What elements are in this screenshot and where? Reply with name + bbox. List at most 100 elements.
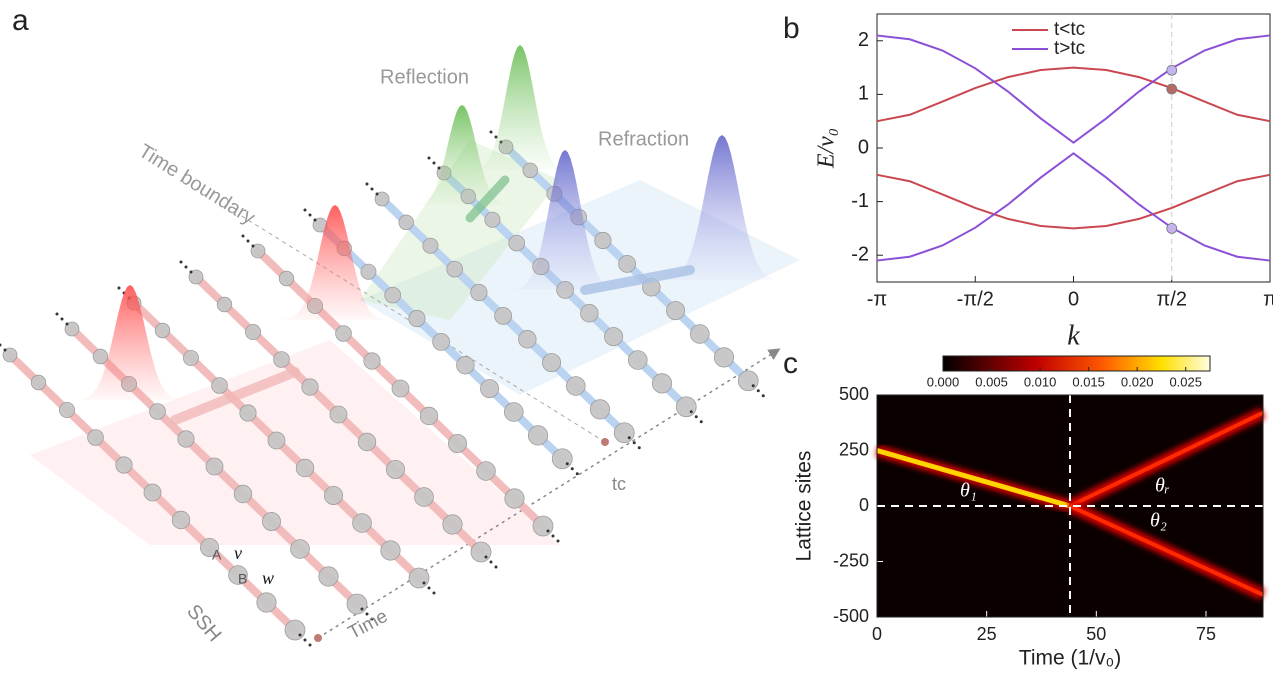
illustration-label: Time boundary (135, 140, 259, 229)
lattice-site (551, 448, 573, 470)
lattice-site (374, 191, 390, 207)
y-tick-label: 250 (839, 439, 869, 459)
lattice-site (408, 309, 426, 328)
angle-annotation: θ₁ (960, 480, 977, 502)
lattice-site (228, 565, 248, 585)
lattice-site (565, 376, 586, 396)
lattice-site (432, 332, 451, 351)
lattice-site (290, 539, 310, 559)
chain-end-dot (489, 560, 493, 564)
lattice-site (352, 513, 372, 533)
wave-packet (280, 205, 390, 320)
lattice-site (357, 432, 377, 452)
wave-packet (662, 135, 782, 280)
lattice-site (470, 541, 492, 563)
colorbar-tick-label: 0.015 (1072, 374, 1105, 389)
x-tick-label: 75 (1196, 624, 1216, 644)
chain-end-dot (303, 208, 307, 212)
lattice-site (346, 593, 368, 615)
lattice-site (64, 321, 80, 337)
arrow (170, 367, 300, 425)
legend-label: t<tc (1054, 19, 1085, 40)
chain-end-dot (689, 410, 693, 414)
chain-end-dot (55, 312, 59, 316)
lattice-site (651, 373, 673, 394)
lattice-site (470, 283, 488, 302)
illustration-label: Refraction (598, 128, 689, 150)
band-curve (876, 152, 1271, 262)
illustration-label: B (238, 571, 247, 587)
tc-point (601, 438, 609, 446)
chain-end-dot (427, 156, 431, 160)
chain-end-dot (437, 166, 441, 170)
lattice-site (318, 566, 339, 587)
lattice-site (244, 323, 261, 340)
chain-end-dot (298, 633, 302, 637)
x-tick-label: -π/2 (957, 288, 994, 310)
lattice-site (504, 488, 525, 509)
x-tick-label: 0 (872, 624, 882, 644)
colorbar-tick-label: 0.000 (927, 374, 960, 389)
lattice-site (30, 374, 47, 391)
angle-annotation: θᵣ (1155, 475, 1170, 497)
chain-end-dot (699, 420, 703, 424)
y-tick-label: 0 (858, 136, 869, 158)
x-axis-label: k (1067, 320, 1080, 351)
chain-end-dot (365, 612, 369, 616)
lattice-site (59, 401, 76, 418)
band-curve (876, 66, 1271, 123)
panel-label: b (783, 12, 800, 45)
legend-label: t>tc (1054, 38, 1085, 59)
lattice-site (589, 399, 611, 420)
y-tick-label: -500 (833, 606, 869, 626)
lattice-site (447, 433, 467, 453)
chain-end-dot (637, 446, 641, 450)
chain-end-dot (694, 415, 698, 419)
chain-end-dot (360, 607, 364, 611)
chain-end-dot (370, 187, 374, 191)
chain-end-dot (422, 581, 426, 585)
lattice-site (604, 327, 624, 347)
illustration-label: SSH (182, 600, 225, 646)
colorbar (942, 355, 1211, 372)
time-origin (314, 634, 322, 642)
lattice-site (398, 214, 414, 231)
chain-end-dot (375, 192, 379, 196)
arrow (580, 265, 695, 295)
lattice-site (689, 324, 710, 344)
x-tick-label: 50 (1086, 624, 1106, 644)
lattice-site (542, 353, 562, 373)
lattice-site (419, 406, 439, 426)
lattice-site (239, 404, 257, 422)
panel-label: c (783, 347, 798, 380)
lattice-site (329, 405, 348, 424)
lattice-site (256, 592, 277, 613)
chain-end-dot (432, 161, 436, 165)
beam (876, 448, 1071, 509)
chain-end-dot (313, 218, 317, 222)
panel-label: a (12, 4, 29, 37)
arrow (465, 175, 510, 223)
y-axis-label: E/v₀ (814, 128, 840, 169)
lattice-site (143, 483, 162, 502)
y-tick-label: 0 (859, 495, 869, 515)
chain-end-dot (370, 617, 374, 621)
chain-end-dot (632, 441, 636, 445)
y-axis-label: Lattice sites (793, 451, 816, 562)
beam (1069, 504, 1264, 597)
plots: a b c -π -π/2 0 π/2 π -2 -1 0 1 2 t<tct>tc k E/v₀ 0 25 50 7… (12, 4, 1273, 670)
x-tick-label: π (1263, 288, 1273, 310)
chain-end-dot (365, 182, 369, 186)
wave-packet (75, 285, 185, 400)
lattice-site (380, 540, 401, 561)
chain-end-dot (65, 322, 69, 326)
chain-end-dot (117, 286, 121, 290)
y-tick-label: -1 (851, 190, 869, 212)
lattice-site (360, 263, 377, 280)
lattice-site (188, 269, 204, 285)
chain-end-dot (251, 244, 255, 248)
lattice-site (2, 347, 18, 363)
lattice-site (594, 231, 612, 250)
lattice-site (476, 461, 496, 481)
